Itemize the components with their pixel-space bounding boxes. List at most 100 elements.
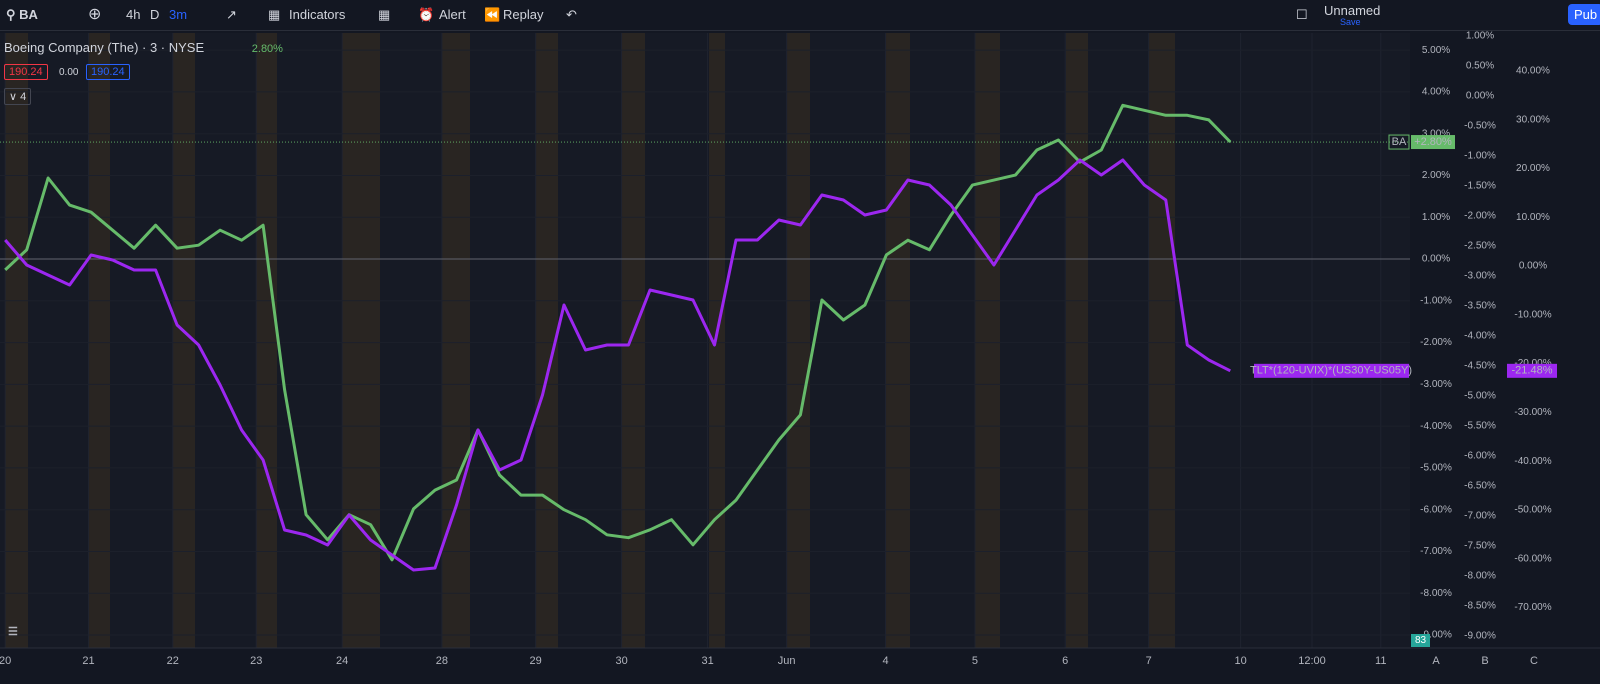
alert-icon[interactable]: ⏰ xyxy=(418,7,435,22)
y-tick-label: -5.50% xyxy=(1464,421,1496,432)
x-tick-label: 11 xyxy=(1375,655,1386,667)
session-band xyxy=(5,33,28,648)
x-tick-label: 29 xyxy=(530,655,542,667)
x-tick-label: 10 xyxy=(1235,655,1247,667)
interval[interactable]: 3m xyxy=(169,7,188,22)
session-band xyxy=(886,33,910,648)
replay-icon[interactable]: ⏪ xyxy=(484,7,501,22)
toolbar: ⚲ BA ⊕ 4h D 3m ↗ ▦ Indicators ▦ ⏰ Alert … xyxy=(0,0,1600,31)
y-tick-label: -7.00% xyxy=(1420,546,1452,557)
session-band xyxy=(975,33,1000,648)
publish[interactable]: Pub xyxy=(1568,4,1600,25)
scale-button[interactable]: B xyxy=(1481,655,1488,667)
y-tick-label: 1.00% xyxy=(1422,212,1450,223)
indicators[interactable]: Indicators xyxy=(289,7,346,22)
y-tick-label: -3.00% xyxy=(1420,379,1452,390)
x-tick-label: 5 xyxy=(972,655,978,667)
session-band xyxy=(256,33,277,648)
y-tick-label: -4.00% xyxy=(1420,421,1452,432)
y-tick-label: -70.00% xyxy=(1514,602,1551,613)
chart-type[interactable]: ↗ xyxy=(226,7,237,22)
session-band xyxy=(173,33,195,648)
x-tick-label: 24 xyxy=(336,655,348,667)
y-tick-label: -1.00% xyxy=(1464,151,1496,162)
y-tick-label: 0.50% xyxy=(1466,61,1494,72)
checkbox[interactable]: ☐ xyxy=(1296,7,1308,22)
session-band xyxy=(787,33,810,648)
y-tick-label: 40.00% xyxy=(1516,65,1550,76)
series-name-bg xyxy=(1388,134,1410,150)
replay[interactable]: Replay xyxy=(503,7,544,22)
session-band xyxy=(1149,33,1175,648)
x-tick-label: 21 xyxy=(82,655,94,667)
y-tick-label: -6.50% xyxy=(1464,481,1496,492)
legend-change: 2.80% xyxy=(251,43,283,55)
indicators-icon[interactable]: ▦ xyxy=(268,7,281,22)
x-tick-label: 28 xyxy=(436,655,448,667)
x-tick-label: 6 xyxy=(1062,655,1068,667)
plot-background xyxy=(0,33,1410,648)
y-tick-label: 0.00% xyxy=(1422,254,1450,265)
interval[interactable]: D xyxy=(150,7,160,22)
volume-badge: 83 xyxy=(1411,634,1431,647)
interval[interactable]: 4h xyxy=(126,7,141,22)
y-tick-label: -7.00% xyxy=(1464,511,1496,522)
y-tick-label: 1.00% xyxy=(1466,31,1494,42)
save[interactable]: Save xyxy=(1340,17,1361,27)
spread: 0.00 xyxy=(59,67,79,78)
bid[interactable]: 190.24 xyxy=(4,64,48,80)
y-tick-label: 0.00% xyxy=(1466,91,1494,102)
y-tick-label: -9.00% xyxy=(1464,631,1496,642)
y-tick-label: -5.00% xyxy=(1464,391,1496,402)
scale-button[interactable]: A xyxy=(1432,655,1440,667)
ask[interactable]: 190.24 xyxy=(86,64,130,80)
symbol-search[interactable]: ⚲ BA xyxy=(6,7,38,22)
symbol[interactable]: BA xyxy=(19,7,38,22)
alert[interactable]: Alert xyxy=(439,7,466,22)
y-tick-label: -20.00% xyxy=(1514,358,1551,369)
series-line xyxy=(4,103,1232,562)
y-tick-label: -3.00% xyxy=(1464,271,1496,282)
y-tick-label: 30.00% xyxy=(1516,114,1550,125)
last-value: -21.48% xyxy=(1512,365,1553,377)
legend: Boeing Company (The) · 3 · NYSE 2.80% xyxy=(4,40,283,55)
y-tick-label: 5.00% xyxy=(1422,45,1450,56)
x-tick-label: 4 xyxy=(882,655,888,667)
session-band xyxy=(622,33,645,648)
y-tick-label: -2.00% xyxy=(1420,337,1452,348)
x-tick-label: 22 xyxy=(167,655,179,667)
series-line xyxy=(4,158,1231,572)
series-name-bg xyxy=(1254,363,1409,378)
add-symbol[interactable]: ⊕ xyxy=(88,6,102,23)
y-tick-label: 3.00% xyxy=(1422,128,1450,139)
last-value-bg xyxy=(1411,135,1455,150)
series-name: BA xyxy=(1392,136,1407,148)
y-tick-label: -50.00% xyxy=(1514,505,1551,516)
x-tick-label: Jun xyxy=(778,655,796,667)
scale-button[interactable]: C xyxy=(1530,655,1538,667)
legend-title[interactable]: Boeing Company (The) · 3 · NYSE xyxy=(4,40,205,55)
undo[interactable]: ↶ xyxy=(566,7,577,22)
x-tick-label: 7 xyxy=(1146,655,1152,667)
y-tick-label: -7.50% xyxy=(1464,541,1496,552)
templates[interactable]: ▦ xyxy=(378,7,391,22)
collapse-indicators[interactable]: ∨ 4 xyxy=(4,88,32,105)
x-tick-label: 31 xyxy=(701,655,713,667)
layout-name[interactable]: Unnamed xyxy=(1324,3,1381,18)
y-tick-label: 10.00% xyxy=(1516,212,1550,223)
y-tick-label: -10.00% xyxy=(1514,309,1551,320)
y-tick-label: 4.00% xyxy=(1422,87,1450,98)
y-tick-label: -6.00% xyxy=(1464,451,1496,462)
last-value: +2.80% xyxy=(1414,136,1452,148)
x-tick-label: 23 xyxy=(250,655,262,667)
y-tick-label: -5.00% xyxy=(1420,463,1452,474)
collapsed-count: 4 xyxy=(20,91,27,103)
y-tick-label: -8.50% xyxy=(1464,601,1496,612)
y-tick-label: -9.00% xyxy=(1420,630,1452,641)
series-name: TLT*(120-UVIX)*(US30Y-US05Y) xyxy=(1250,365,1412,377)
session-band xyxy=(342,33,380,648)
session-band xyxy=(709,33,725,648)
y-tick-label: 0.00% xyxy=(1519,261,1547,272)
